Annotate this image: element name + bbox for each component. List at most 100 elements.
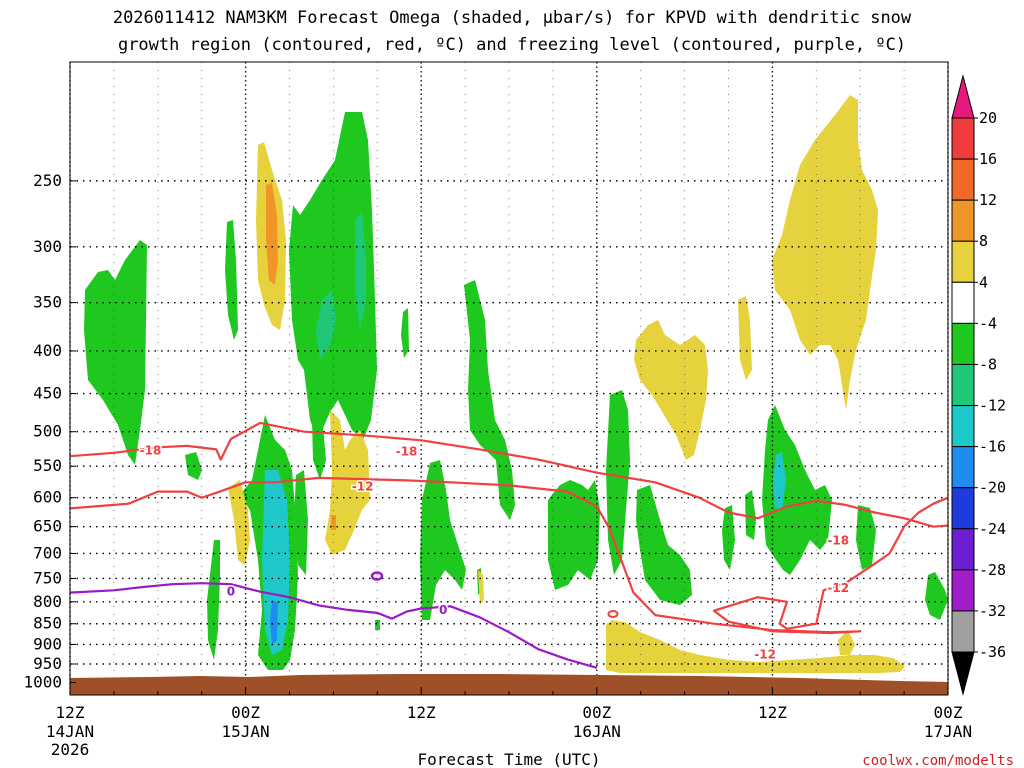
omega-region xyxy=(838,630,855,655)
y-tick-label: 350 xyxy=(33,293,62,312)
colorbar-bin xyxy=(951,363,975,407)
colorbar-bin xyxy=(951,240,975,283)
colorbar-label: -20 xyxy=(979,479,1006,497)
contour-line xyxy=(69,582,598,669)
colorbar-bin xyxy=(951,569,975,612)
y-tick-label: 800 xyxy=(33,592,62,611)
colorbar-bin xyxy=(951,610,975,653)
colorbar-bin xyxy=(951,487,975,530)
credit-text: coolwx.com/modelts xyxy=(862,753,1014,768)
y-tick-label: 400 xyxy=(33,341,62,360)
contour-label: 0 xyxy=(227,585,235,599)
colorbar-bin xyxy=(951,446,975,489)
y-tick-label: 900 xyxy=(33,634,62,653)
colorbar-label: -16 xyxy=(979,438,1006,456)
omega-region xyxy=(207,540,220,660)
x-tick-label: 00Z xyxy=(231,703,260,722)
omega-region xyxy=(331,515,336,530)
x-tick-label: 16JAN xyxy=(573,722,621,741)
omega-region xyxy=(312,415,326,480)
contour-label: -18 xyxy=(396,444,418,458)
y-tick-label: 500 xyxy=(33,422,62,441)
contour-label: -12 xyxy=(754,647,776,661)
colorbar-bin xyxy=(951,158,975,201)
y-tick-label: 300 xyxy=(33,237,62,256)
y-tick-label: 950 xyxy=(33,654,62,673)
colorbar-label: -8 xyxy=(979,355,997,373)
colorbar-label: -12 xyxy=(979,397,1006,415)
chart-title-line1: 2026011412 NAM3KM Forecast Omega (shaded… xyxy=(113,8,912,28)
omega-region xyxy=(773,452,786,510)
colorbar-bin xyxy=(951,199,975,242)
colorbar-bin xyxy=(951,528,975,571)
omega-region xyxy=(228,480,250,565)
y-tick-label: 550 xyxy=(33,456,62,475)
y-tick-label: 450 xyxy=(33,384,62,403)
omega-region xyxy=(262,470,290,655)
contour-label: -18 xyxy=(140,444,162,458)
x-axis-label: Forecast Time (UTC) xyxy=(417,750,600,768)
y-tick-label: 250 xyxy=(33,171,62,190)
chart-title-line2: growth region (contoured, red, ºC) and f… xyxy=(118,35,906,55)
omega-region xyxy=(722,505,735,570)
colorbar-label: -4 xyxy=(979,314,997,332)
x-tick-label: 00Z xyxy=(934,703,963,722)
contour-line xyxy=(69,421,949,528)
x-tick-label: 17JAN xyxy=(924,722,972,741)
colorbar-label: 16 xyxy=(979,150,997,168)
omega-region xyxy=(636,485,692,605)
colorbar-bottom-arrow xyxy=(951,651,975,696)
omega-region xyxy=(548,480,600,590)
colorbar-label: 12 xyxy=(979,191,997,209)
colorbar-label: 8 xyxy=(979,232,988,250)
x-tick-label: 12Z xyxy=(758,703,787,722)
y-tick-label: 1000 xyxy=(23,673,62,692)
colorbar-label: 4 xyxy=(979,273,988,291)
colorbar-bin xyxy=(951,405,975,448)
omega-region xyxy=(84,240,147,465)
omega-region xyxy=(225,220,238,340)
omega-region xyxy=(634,320,708,460)
omega-region xyxy=(294,470,308,575)
omega-region xyxy=(316,290,336,360)
y-tick-label: 650 xyxy=(33,517,62,536)
x-tick-label: 12Z xyxy=(407,703,436,722)
colorbar: 20 16 12 8 4 -4 -8 -12 -16 -20 -24 -28 -32 -36 xyxy=(951,74,1006,696)
colorbar-top-arrow xyxy=(951,74,975,119)
terrain-surface xyxy=(70,674,948,695)
contour-label: -18 xyxy=(827,533,849,547)
colorbar-label: -24 xyxy=(979,520,1006,538)
contour-label: 0 xyxy=(439,603,447,617)
contour-lines xyxy=(69,421,949,669)
omega-region xyxy=(420,460,466,620)
x-tick-label: 00Z xyxy=(582,703,611,722)
x-tick-label: 12Z xyxy=(56,703,85,722)
omega-shading xyxy=(84,95,948,673)
omega-region xyxy=(375,620,380,630)
y-axis-ticks: 2503003504004505005506006507007508008509… xyxy=(23,171,76,692)
dgz-small-contour xyxy=(607,610,619,618)
contour-line xyxy=(69,476,949,635)
freezing-level-small-contour xyxy=(370,571,384,581)
omega-region xyxy=(266,183,278,285)
omega-region xyxy=(401,308,409,358)
omega-region xyxy=(772,95,878,410)
y-tick-label: 700 xyxy=(33,543,62,562)
omega-region xyxy=(745,490,756,540)
y-tick-label: 750 xyxy=(33,568,62,587)
colorbar-label: -32 xyxy=(979,602,1006,620)
omega-region xyxy=(606,390,630,575)
colorbar-label: -28 xyxy=(979,561,1006,579)
contour-label: -12 xyxy=(827,581,849,595)
omega-region xyxy=(925,572,948,620)
colorbar-bin xyxy=(951,117,975,160)
contour-label: -12 xyxy=(352,480,374,494)
contour-labels: -18 -18 -12 -18 -12 -12 0 0 xyxy=(138,442,850,663)
colorbar-bin xyxy=(951,322,975,365)
colorbar-bin xyxy=(951,281,975,324)
omega-region xyxy=(464,280,515,520)
omega-region xyxy=(270,600,278,645)
y-tick-label: 850 xyxy=(33,614,62,633)
omega-region xyxy=(289,112,377,440)
